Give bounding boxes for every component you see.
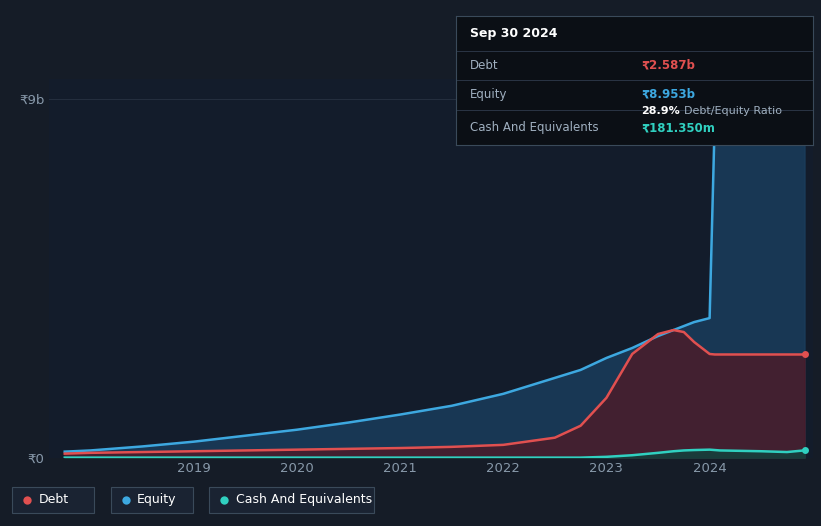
Text: Debt/Equity Ratio: Debt/Equity Ratio [684,106,782,116]
FancyBboxPatch shape [12,487,94,513]
FancyBboxPatch shape [209,487,374,513]
Text: Equity: Equity [137,493,177,506]
Text: ₹181.350m: ₹181.350m [641,122,715,135]
Text: ₹8.953b: ₹8.953b [641,88,695,101]
Text: Cash And Equivalents: Cash And Equivalents [470,122,599,135]
FancyBboxPatch shape [111,487,193,513]
Text: Sep 30 2024: Sep 30 2024 [470,27,557,41]
Text: 28.9%: 28.9% [641,106,680,116]
Text: Equity: Equity [470,88,507,101]
Text: Debt: Debt [39,493,69,506]
Text: ₹2.587b: ₹2.587b [641,59,695,72]
Text: Debt: Debt [470,59,498,72]
Text: Cash And Equivalents: Cash And Equivalents [236,493,372,506]
